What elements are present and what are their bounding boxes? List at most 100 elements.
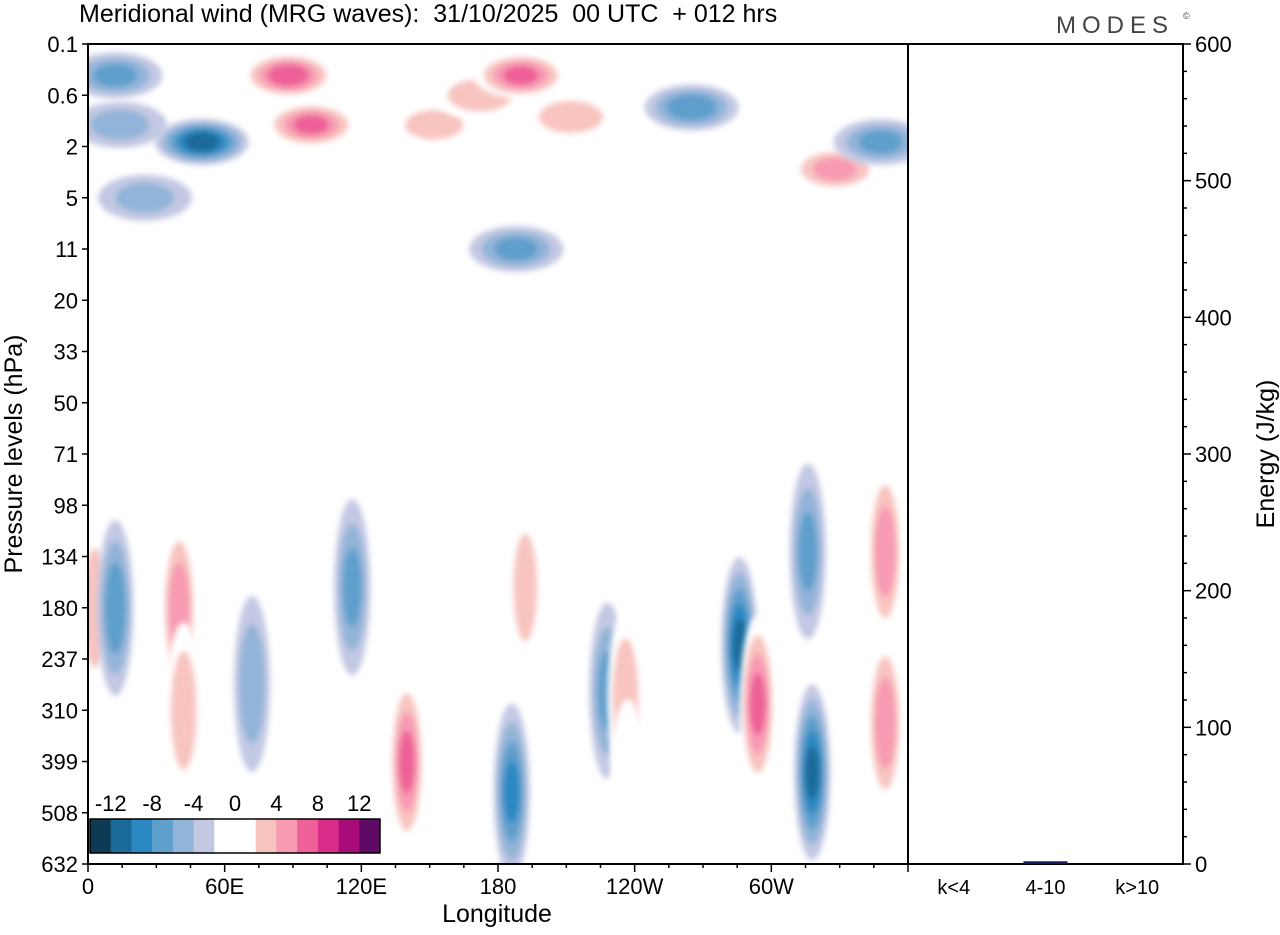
contour-band <box>552 684 589 861</box>
pressure-tick-label: 237 <box>41 647 78 672</box>
colorbar-swatch <box>317 819 340 853</box>
contour-band <box>874 506 896 597</box>
pressure-tick-label: 508 <box>41 801 78 826</box>
contour-band <box>170 650 197 770</box>
wind-anomaly-feature <box>739 616 776 792</box>
wind-anomaly-feature <box>867 634 904 811</box>
wind-anomaly-feature <box>469 226 564 272</box>
contour-band <box>513 533 538 642</box>
energy-tick-label: 100 <box>1195 715 1232 740</box>
colorbar-label: -12 <box>95 791 127 816</box>
colorbar-label: 8 <box>312 791 324 816</box>
contour-band <box>805 746 820 799</box>
wind-anomaly-feature <box>97 519 134 696</box>
wind-anomaly-feature <box>154 119 249 165</box>
colorbar-label: 4 <box>270 791 282 816</box>
wind-anomaly-feature <box>644 84 739 131</box>
longitude-tick-label: 60E <box>205 874 244 899</box>
colorbar-swatch <box>152 819 174 853</box>
contour-band <box>404 109 464 140</box>
colorbar-label: 0 <box>229 791 241 816</box>
longitude-tick-label: 180 <box>480 874 517 899</box>
contour-band <box>757 403 794 580</box>
energy-tick-label: 200 <box>1195 579 1232 604</box>
contour-band <box>93 63 138 87</box>
wind-anomaly-feature <box>507 499 544 676</box>
contour-band <box>874 677 896 769</box>
energy-tick-label: 0 <box>1195 852 1207 877</box>
colorbar-swatch <box>255 819 277 853</box>
energy-category-label: 4-10 <box>1025 877 1065 899</box>
colorbar-swatch <box>235 819 257 853</box>
energy-tick-label: 500 <box>1195 169 1232 194</box>
contour-band <box>858 130 903 154</box>
colorbar-swatch <box>338 819 360 853</box>
energy-axis-title: Energy (J/kg) <box>1252 380 1280 529</box>
wind-anomaly-feature <box>501 162 596 209</box>
wind-anomaly-feature <box>334 499 371 676</box>
wind-anomaly-feature <box>473 52 568 99</box>
contour-band <box>398 730 415 794</box>
pressure-tick-label: 98 <box>54 493 78 518</box>
pressure-tick-label: 180 <box>41 596 78 621</box>
pressure-tick-label: 33 <box>54 340 78 365</box>
brand-text: MODES <box>1056 12 1174 39</box>
wind-anomaly-feature <box>234 595 270 772</box>
longitude-tick-label: 60W <box>749 874 794 899</box>
colorbar-swatch <box>276 819 298 853</box>
pressure-tick-label: 2 <box>66 135 78 160</box>
colorbar-label: 12 <box>347 791 371 816</box>
contour-band <box>798 512 818 591</box>
pressure-tick-label: 134 <box>41 545 78 570</box>
wind-anomaly-feature <box>493 703 530 864</box>
wind-anomaly-feature <box>609 699 646 864</box>
x-axis-title: Longitude <box>442 900 552 928</box>
pressure-tick-label: 20 <box>54 288 78 313</box>
contour-band <box>184 132 220 152</box>
longitude-tick-label: 120W <box>606 874 664 899</box>
contour-features <box>88 52 908 864</box>
wind-anomaly-feature <box>88 52 163 99</box>
energy-tick-label: 300 <box>1195 442 1232 467</box>
energy-plot-frame <box>907 43 1184 865</box>
energy-bar <box>1023 861 1068 864</box>
contour-band <box>501 162 596 209</box>
wind-anomaly-feature <box>523 94 618 140</box>
brand-logo: MODES © <box>1056 11 1190 39</box>
energy-tick-label: 600 <box>1195 32 1232 57</box>
wind-anomaly-feature <box>388 674 425 850</box>
wind-anomaly-feature <box>241 52 336 99</box>
wind-anomaly-feature <box>757 403 794 580</box>
wind-anomaly-feature <box>165 622 202 799</box>
colorbar-swatch <box>90 819 112 853</box>
contour-band <box>813 157 857 181</box>
pressure-tick-label: 310 <box>41 698 78 723</box>
contour-band <box>439 318 534 365</box>
contour-band <box>609 699 646 864</box>
longitude-tick-label: 0 <box>82 874 94 899</box>
colorbar-swatch <box>131 819 153 853</box>
energy-category-label: k>10 <box>1115 877 1159 899</box>
pressure-tick-label: 5 <box>66 186 78 211</box>
colorbar-swatch <box>172 819 195 853</box>
pressure-tick-label: 0.1 <box>47 32 78 57</box>
contour-band <box>267 64 309 87</box>
contour-band <box>104 562 126 654</box>
wind-anomaly-feature <box>794 684 831 861</box>
wind-anomaly-feature <box>867 463 904 640</box>
chart-title: Meridional wind (MRG waves): 31/10/2025 … <box>79 0 777 28</box>
contour-band <box>494 237 539 261</box>
colorbar-label: -8 <box>142 791 162 816</box>
colorbar-swatch <box>297 819 319 853</box>
energy-category-label: k<4 <box>937 877 970 899</box>
pressure-tick-label: 11 <box>55 237 78 262</box>
contour-band <box>749 672 766 736</box>
energy-axis: 0 100 200 300 400 500 600 <box>1183 32 1232 877</box>
contour-band <box>666 94 717 121</box>
wind-anomaly-feature <box>88 101 167 148</box>
wind-anomaly-feature <box>552 684 589 861</box>
colorbar-swatch <box>110 819 132 853</box>
wind-anomaly-feature <box>97 174 192 221</box>
